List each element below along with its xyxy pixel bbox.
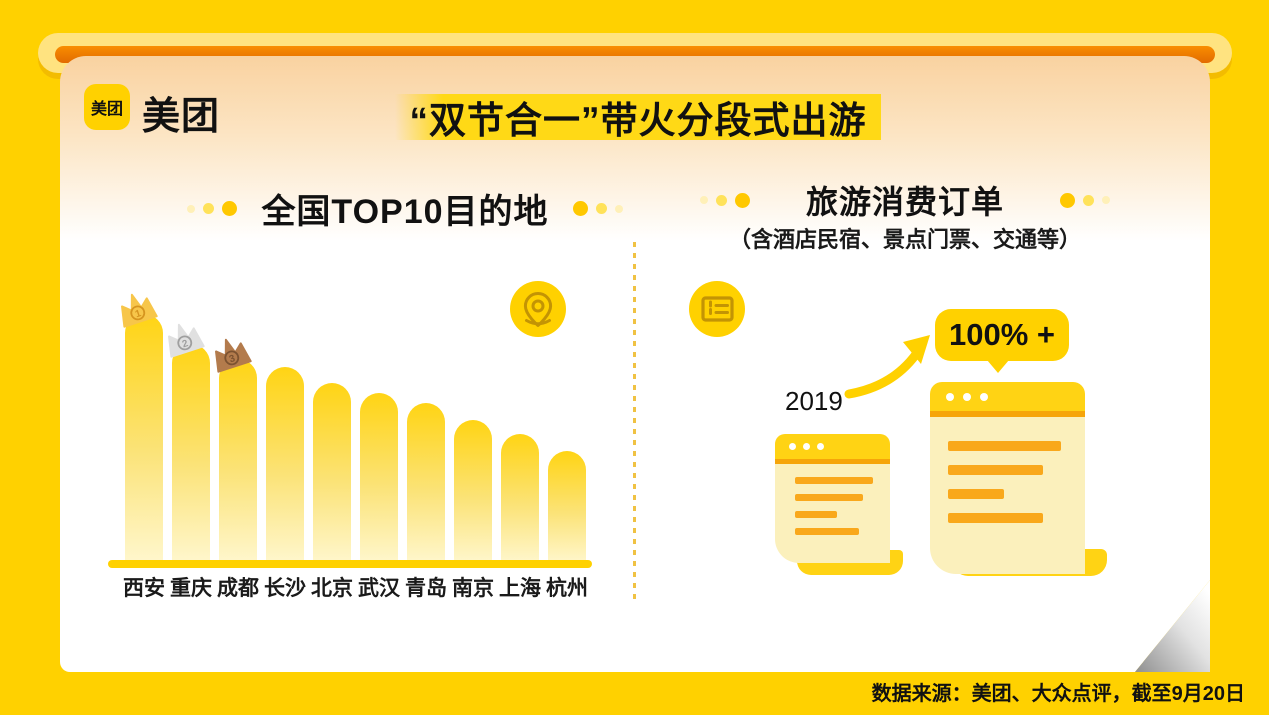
bar-label-杭州: 杭州 — [546, 577, 588, 600]
left-section-title: 全国TOP10目的地 — [261, 193, 549, 231]
accent-dots-left — [187, 201, 237, 216]
accent-dots-right — [1060, 193, 1110, 208]
bar-青岛 — [407, 403, 445, 564]
svg-text:1: 1 — [134, 308, 143, 320]
bar-label-重庆: 重庆 — [170, 577, 212, 600]
bar-武汉 — [360, 393, 398, 564]
growth-arrow-icon — [843, 330, 939, 402]
ticket-icon — [689, 281, 745, 337]
crown-rank-2-icon: 2 — [158, 315, 210, 365]
bar-label-青岛: 青岛 — [405, 577, 447, 600]
top10-bar-chart: 西安 1 重庆 2 成都 3 长沙 北京 武汉 青岛 南京 上海 杭州 — [108, 256, 592, 601]
receipt-window-header — [775, 434, 890, 459]
bar-西安 — [125, 314, 163, 564]
bar-label-北京: 北京 — [311, 577, 353, 600]
svg-text:3: 3 — [228, 353, 237, 365]
bar-label-长沙: 长沙 — [264, 577, 306, 600]
accent-dots-left — [700, 193, 750, 208]
content-card: 美团 美团 “双节合一”带火分段式出游 全国TOP10目的地 旅游消费订单 （含… — [60, 56, 1210, 672]
dashed-divider — [633, 242, 636, 599]
location-pin-icon — [510, 281, 566, 337]
crown-rank-3-icon: 3 — [205, 330, 257, 380]
logo-badge-text: 美团 — [90, 101, 123, 118]
chart-baseline — [108, 560, 592, 568]
bar-label-成都: 成都 — [217, 577, 259, 600]
bar-南京 — [454, 420, 492, 564]
accent-dots-right — [573, 201, 623, 216]
page-title: “双节合一”带火分段式出游 — [395, 94, 881, 140]
baseline-year-label: 2019 — [785, 386, 843, 416]
meituan-wordmark: 美团 — [142, 96, 221, 138]
data-source-note: 数据来源：美团、大众点评，截至9月20日 — [871, 683, 1245, 705]
bar-label-西安: 西安 — [123, 577, 165, 600]
bar-label-上海: 上海 — [499, 577, 541, 600]
receipt-window-header — [930, 382, 1085, 411]
bar-重庆 — [172, 344, 210, 564]
receipt-small-2019 — [775, 434, 890, 563]
growth-badge: 100% + — [935, 309, 1069, 361]
bar-成都 — [219, 359, 257, 564]
bar-label-南京: 南京 — [452, 577, 494, 600]
right-section-header: 旅游消费订单 — [645, 177, 1165, 223]
left-section-header: 全国TOP10目的地 — [155, 184, 655, 233]
right-section-subtitle: （含酒店民宿、景点门票、交通等） — [728, 227, 1081, 252]
crown-rank-1-icon: 1 — [111, 285, 163, 335]
right-section-title: 旅游消费订单 — [805, 184, 1004, 220]
bar-上海 — [501, 434, 539, 564]
bar-杭州 — [548, 451, 586, 564]
meituan-logo-icon: 美团 — [84, 84, 130, 130]
receipt-large-current — [930, 382, 1085, 574]
bar-长沙 — [266, 367, 304, 564]
bar-label-武汉: 武汉 — [358, 577, 400, 600]
svg-text:2: 2 — [181, 338, 190, 350]
bar-北京 — [313, 383, 351, 564]
